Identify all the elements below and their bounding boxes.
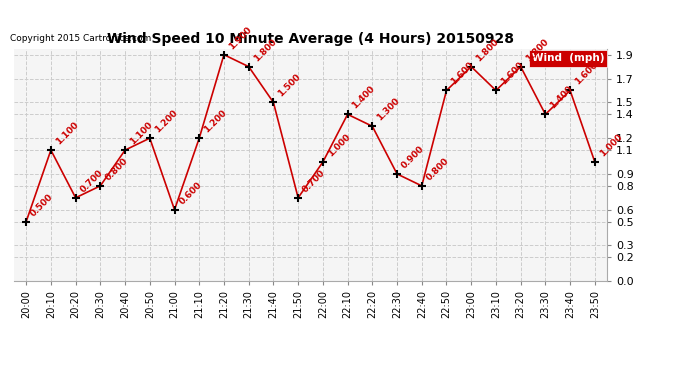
Text: 0.800: 0.800 xyxy=(425,156,451,182)
Text: 1.400: 1.400 xyxy=(549,84,575,111)
Text: Copyright 2015 Cartronics.com: Copyright 2015 Cartronics.com xyxy=(10,34,152,43)
Text: 1.900: 1.900 xyxy=(227,25,253,51)
Text: 1.000: 1.000 xyxy=(326,132,352,159)
Text: 1.500: 1.500 xyxy=(277,73,303,99)
Text: 1.300: 1.300 xyxy=(375,96,402,123)
Text: 1.200: 1.200 xyxy=(152,108,179,135)
Text: 0.700: 0.700 xyxy=(301,168,327,194)
Text: Wind  (mph): Wind (mph) xyxy=(532,53,604,63)
Text: 0.600: 0.600 xyxy=(177,180,204,206)
Text: 1.100: 1.100 xyxy=(54,120,80,147)
Text: 1.400: 1.400 xyxy=(351,84,377,111)
Text: 1.200: 1.200 xyxy=(202,108,228,135)
Text: 1.600: 1.600 xyxy=(449,61,475,87)
Text: 1.100: 1.100 xyxy=(128,120,155,147)
Text: 1.800: 1.800 xyxy=(252,37,278,63)
Text: 0.800: 0.800 xyxy=(104,156,130,182)
Text: 1.800: 1.800 xyxy=(524,37,550,63)
Text: 1.600: 1.600 xyxy=(499,61,525,87)
Text: 1.000: 1.000 xyxy=(598,132,624,159)
Text: 0.700: 0.700 xyxy=(79,168,105,194)
Text: 0.500: 0.500 xyxy=(29,192,55,218)
Text: 0.900: 0.900 xyxy=(400,144,426,170)
Title: Wind Speed 10 Minute Average (4 Hours) 20150928: Wind Speed 10 Minute Average (4 Hours) 2… xyxy=(107,32,514,46)
Text: 1.600: 1.600 xyxy=(573,61,600,87)
Text: 1.800: 1.800 xyxy=(474,37,500,63)
